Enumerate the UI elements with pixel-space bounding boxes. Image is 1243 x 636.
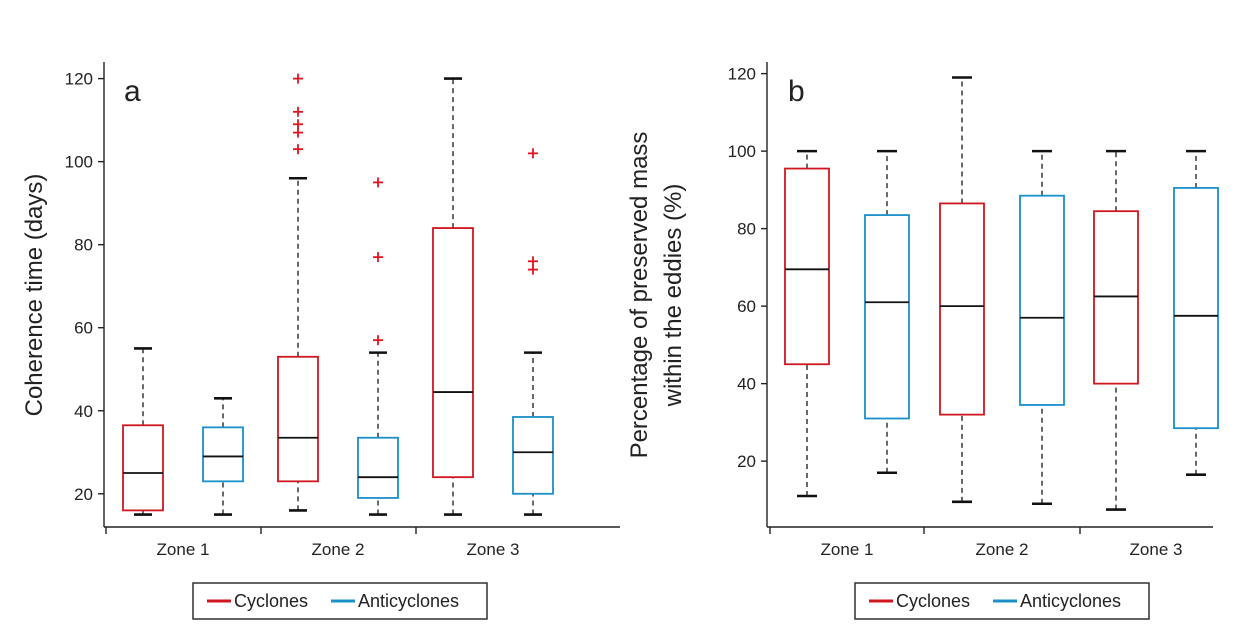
y-tick-label: 80	[74, 236, 93, 255]
legend: Cyclones Anticyclones	[192, 582, 488, 620]
y-tick-label: 60	[74, 319, 93, 338]
iqr-box	[202, 426, 244, 483]
y-tick-label: 80	[737, 220, 756, 239]
iqr-box	[1019, 194, 1065, 406]
iqr-box	[277, 355, 319, 483]
outlier-marker	[373, 177, 383, 188]
y-tick-label: 20	[74, 485, 93, 504]
iqr-box	[512, 416, 554, 495]
y-tick-label: 120	[728, 65, 756, 84]
box-cyclones-1	[784, 149, 830, 498]
y-axis-label: Coherence time (days)	[21, 174, 48, 417]
legend-label: Cyclones	[896, 591, 970, 611]
iqr-box	[939, 202, 985, 416]
panel-label: b	[788, 75, 805, 108]
y-tick-label: 100	[65, 153, 93, 172]
legend-label: Anticyclones	[1020, 591, 1121, 611]
outlier-marker	[373, 252, 383, 263]
y-tick-label: 120	[65, 70, 93, 89]
box-anticyclones-2	[357, 177, 399, 516]
iqr-box	[122, 424, 164, 512]
box-anticyclones-1	[202, 396, 244, 516]
iqr-box	[432, 227, 474, 479]
outlier-marker	[373, 335, 383, 346]
y-tick-label: 100	[728, 142, 756, 161]
panel-label: a	[124, 75, 141, 108]
iqr-box	[1093, 210, 1139, 385]
iqr-box	[784, 167, 830, 366]
outlier-marker	[293, 106, 303, 117]
box-anticyclones-3	[512, 148, 554, 516]
legend: Cyclones Anticyclones	[854, 582, 1150, 620]
outlier-marker	[528, 148, 538, 159]
outlier-marker	[293, 144, 303, 155]
box-cyclones-3	[1093, 149, 1139, 511]
box-anticyclones-3	[1173, 149, 1219, 476]
y-axis-label: Percentage of preserved mass	[626, 132, 653, 459]
x-tick-label: Zone 1	[821, 540, 874, 559]
panel-a: 20 40 60 80 100 120 Zone 1 Zone 2 Zone 3 Coherenc…	[21, 62, 620, 620]
x-tick-label: Zone 3	[1130, 540, 1183, 559]
outlier-marker	[293, 119, 303, 130]
x-tick-label: Zone 2	[976, 540, 1029, 559]
box-anticyclones-2	[1019, 149, 1065, 506]
box-cyclones-2	[939, 76, 985, 504]
iqr-box	[357, 436, 399, 499]
legend-label: Cyclones	[234, 591, 308, 611]
outlier-marker	[293, 73, 303, 84]
y-tick-label: 60	[737, 297, 756, 316]
box-cyclones-2	[277, 73, 319, 512]
outlier-marker	[528, 256, 538, 267]
x-tick-label: Zone 2	[312, 540, 365, 559]
y-tick-label: 40	[737, 375, 756, 394]
x-tick-label: Zone 3	[467, 540, 520, 559]
box-anticyclones-1	[864, 149, 910, 475]
y-tick-label: 40	[74, 402, 93, 421]
box-cyclones-3	[432, 77, 474, 516]
legend-label: Anticyclones	[358, 591, 459, 611]
y-tick-label: 20	[737, 452, 756, 471]
x-tick-label: Zone 1	[157, 540, 210, 559]
iqr-box	[1173, 187, 1219, 430]
box-cyclones-1	[122, 347, 164, 516]
y-axis-label: within the eddies (%)	[660, 184, 687, 408]
panel-b: 20 40 60 80 100 120 Zone 1 Zone 2 Zone 3 Percenta…	[626, 62, 1219, 620]
iqr-box	[864, 214, 910, 420]
